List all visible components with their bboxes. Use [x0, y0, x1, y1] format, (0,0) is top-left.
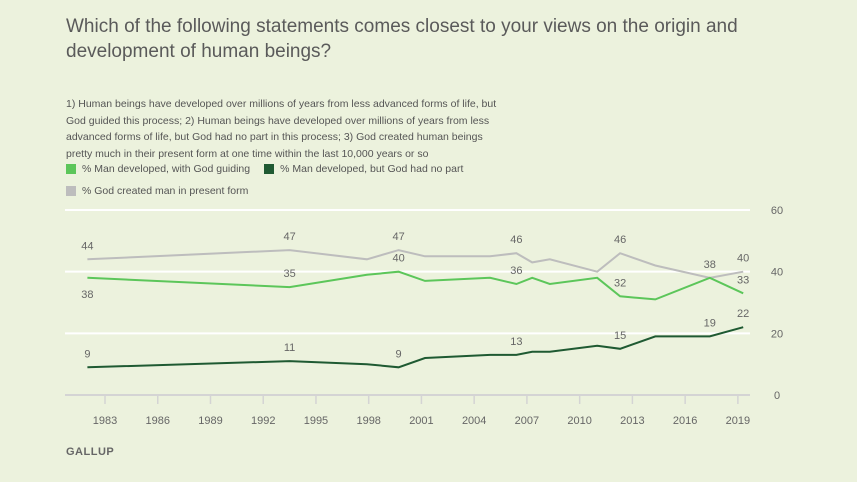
- data-label: 44: [81, 240, 93, 252]
- legend-item-god-created: % God created man in present form: [66, 185, 248, 197]
- x-tick-label: 2013: [620, 415, 644, 427]
- x-tick-label: 2007: [515, 415, 539, 427]
- x-tick-label: 2010: [567, 415, 591, 427]
- legend-item-no-god: % Man developed, but God had no part: [264, 163, 463, 175]
- y-tick-label: 20: [771, 328, 783, 340]
- legend-swatch: [66, 186, 76, 196]
- data-label: 38: [704, 259, 716, 271]
- legend-label: % Man developed, with God guiding: [82, 163, 251, 175]
- legend-swatch: [66, 164, 76, 174]
- data-label: 47: [392, 231, 404, 243]
- data-label: 46: [614, 234, 626, 246]
- x-tick-label: 1995: [304, 415, 328, 427]
- x-tick-label: 1986: [145, 415, 169, 427]
- series-line-2: [87, 249, 744, 279]
- legend: % Man developed, with God guiding % Man …: [66, 158, 463, 202]
- x-tick-label: 2001: [409, 415, 433, 427]
- x-tick-label: 2016: [673, 415, 697, 427]
- x-tick-label: 1992: [251, 415, 275, 427]
- series-line-0: [87, 270, 744, 301]
- y-tick-label: 40: [771, 267, 783, 279]
- data-label: 35: [283, 268, 295, 280]
- source-logo: GALLUP: [66, 446, 115, 458]
- data-label: 47: [283, 231, 295, 243]
- series-line-1: [87, 326, 744, 369]
- data-label: 11: [284, 342, 295, 354]
- chart-subtitle: 1) Human beings have developed over mill…: [66, 98, 497, 160]
- data-label: 9: [84, 348, 90, 360]
- data-label: 40: [392, 253, 404, 265]
- x-tick-label: 1989: [198, 415, 222, 427]
- y-tick-label: 0: [774, 390, 780, 402]
- x-tick-label: 1998: [356, 415, 380, 427]
- legend-item-god-guiding: % Man developed, with God guiding: [66, 163, 250, 175]
- chart-title: Which of the following statements comes …: [66, 16, 738, 62]
- data-label: 36: [510, 265, 522, 277]
- data-label: 19: [704, 317, 716, 329]
- data-label: 15: [614, 330, 626, 342]
- data-label: 40: [737, 253, 749, 265]
- data-label: 46: [510, 234, 522, 246]
- data-label: 33: [737, 274, 749, 286]
- x-tick-label: 2004: [462, 415, 486, 427]
- data-label: 32: [614, 277, 626, 289]
- y-tick-label: 60: [771, 205, 783, 217]
- data-label: 9: [396, 348, 402, 360]
- legend-label: % Man developed, but God had no part: [280, 163, 464, 175]
- x-tick-label: 2019: [726, 415, 750, 427]
- legend-swatch: [264, 164, 275, 174]
- data-label: 22: [737, 308, 749, 320]
- data-label: 38: [81, 289, 93, 301]
- legend-label: % God created man in present form: [82, 185, 249, 197]
- x-tick-label: 1983: [93, 415, 117, 427]
- data-label: 13: [510, 336, 522, 348]
